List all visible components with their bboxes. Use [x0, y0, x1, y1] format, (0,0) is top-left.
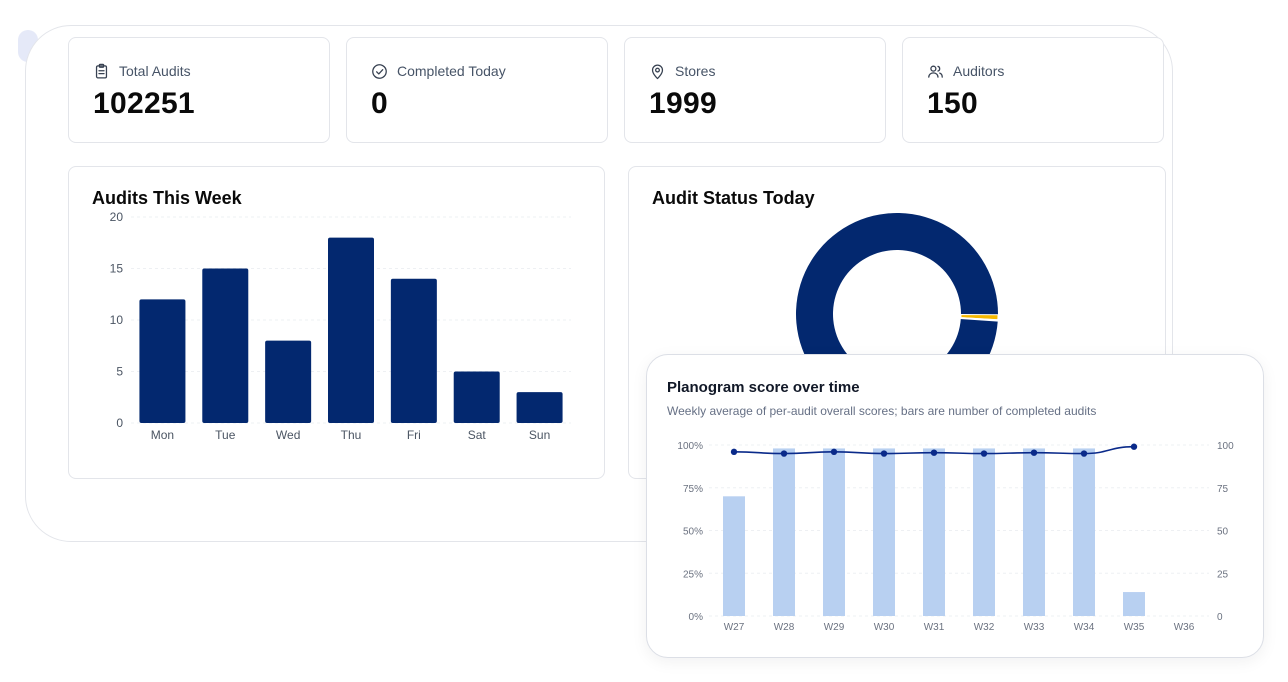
bar-w29: [823, 448, 845, 616]
score-point: [780, 450, 788, 457]
stat-label: Auditors: [953, 63, 1005, 79]
score-point: [880, 450, 888, 457]
score-point: [1080, 450, 1088, 457]
bar-w27: [723, 496, 745, 616]
x-tick-label: Wed: [276, 428, 300, 442]
panel-title: Audits This Week: [92, 188, 242, 208]
x-tick-label: W35: [1124, 622, 1145, 633]
score-point: [930, 449, 938, 456]
check-circle-icon: [372, 63, 387, 79]
bar-mon: [139, 299, 186, 423]
stat-label: Total Audits: [119, 63, 191, 79]
x-tick-label: W32: [974, 622, 995, 633]
audits-week-panel: Audits This Week 0 5 10 15 20 Mon Tue Wed Thu Fri…: [68, 166, 605, 479]
left-axis-tick: 0%: [689, 612, 704, 623]
bar-sat: [453, 371, 500, 423]
bar-tue: [202, 268, 249, 423]
right-axis-tick: 0: [1217, 612, 1223, 623]
x-tick-label: Sat: [468, 428, 487, 442]
stat-card-stores: Stores 1999: [624, 37, 886, 143]
left-axis-tick: 75%: [683, 484, 703, 495]
stat-card-completed-today: Completed Today 0: [346, 37, 608, 143]
stat-value: 102251: [93, 87, 195, 120]
y-tick-label: 5: [116, 365, 123, 379]
y-tick-label: 20: [110, 210, 124, 224]
bar-w34: [1073, 448, 1095, 616]
x-tick-label: W30: [874, 622, 895, 633]
x-tick-label: Sun: [529, 428, 550, 442]
y-tick-label: 10: [110, 313, 124, 327]
bar-w33: [1023, 448, 1045, 616]
stat-value: 150: [927, 87, 978, 120]
bar-fri: [390, 278, 437, 423]
x-tick-label: W28: [774, 622, 795, 633]
bar-wed: [265, 340, 312, 423]
score-point: [1130, 443, 1138, 450]
users-icon: [928, 65, 943, 78]
right-axis-tick: 75: [1217, 484, 1229, 495]
score-point: [1030, 449, 1038, 456]
score-point: [830, 448, 838, 456]
x-tick-label: Tue: [215, 428, 236, 442]
x-tick-label: W33: [1024, 622, 1045, 633]
right-axis-tick: 25: [1217, 569, 1229, 580]
x-tick-label: W29: [824, 622, 845, 633]
right-axis-tick: 100: [1217, 441, 1234, 452]
planogram-chart: 0% 0 25% 25 50% 50 75% 75 100% 100 W27 W28 W29 W30 W31…: [677, 441, 1234, 633]
planogram-title: Planogram score over time: [667, 379, 860, 396]
stat-label: Completed Today: [397, 63, 506, 79]
audits-week-chart: 0 5 10 15 20 Mon Tue Wed Thu Fri Sat Sun: [110, 210, 571, 442]
left-axis-tick: 100%: [677, 441, 703, 452]
right-axis-tick: 50: [1217, 527, 1229, 538]
y-tick-label: 15: [110, 262, 124, 276]
donut-slice-2: [960, 317, 999, 322]
planogram-card: Planogram score over time Weekly average…: [646, 354, 1264, 658]
y-tick-label: 0: [116, 416, 123, 430]
stat-card-total-audits: Total Audits 102251: [68, 37, 330, 143]
score-point: [730, 448, 738, 456]
stat-label: Stores: [675, 63, 716, 79]
bar-w30: [873, 448, 895, 616]
x-tick-label: W36: [1174, 622, 1195, 633]
bar-w28: [773, 448, 795, 616]
stat-value: 1999: [649, 87, 717, 120]
x-tick-label: Thu: [341, 428, 362, 442]
x-tick-label: W27: [724, 622, 745, 633]
panel-title: Audit Status Today: [652, 188, 815, 208]
bar-thu: [328, 237, 374, 423]
score-point: [980, 450, 988, 457]
bar-w31: [923, 448, 945, 616]
x-tick-label: W34: [1074, 622, 1095, 633]
x-tick-label: W31: [924, 622, 945, 633]
stat-value: 0: [371, 87, 388, 120]
stat-card-auditors: Auditors 150: [902, 37, 1164, 143]
clipboard-icon: [95, 63, 108, 79]
left-axis-tick: 50%: [683, 527, 703, 538]
bar-sun: [516, 392, 563, 423]
x-tick-label: Mon: [151, 428, 174, 442]
bar-w32: [973, 448, 995, 616]
left-axis-tick: 25%: [683, 569, 703, 580]
x-tick-label: Fri: [407, 428, 421, 442]
map-pin-icon: [651, 64, 664, 79]
planogram-subtitle: Weekly average of per-audit overall scor…: [667, 404, 1097, 418]
bar-w35: [1123, 592, 1145, 616]
